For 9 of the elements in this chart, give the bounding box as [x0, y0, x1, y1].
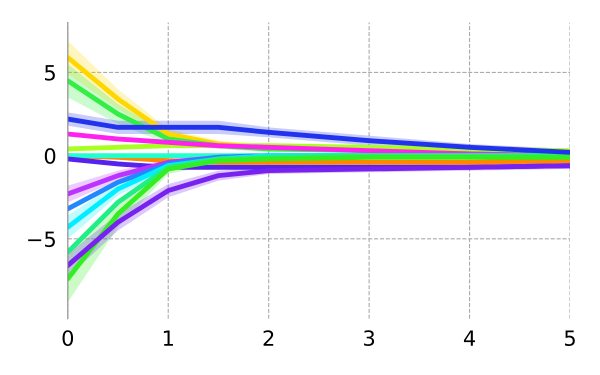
- y-tick-label: 5: [45, 65, 55, 81]
- x-tick-label: 1: [164, 330, 173, 346]
- y-tick-label: 0: [44, 148, 56, 164]
- x-tick-label: 5: [564, 330, 575, 346]
- x-tick-label: 3: [364, 330, 374, 346]
- x-tick-label: 0: [62, 330, 74, 346]
- x-tick-label: 4: [464, 330, 476, 346]
- x-tick-label: 2: [264, 330, 274, 346]
- y-tick-label: −5: [28, 232, 55, 248]
